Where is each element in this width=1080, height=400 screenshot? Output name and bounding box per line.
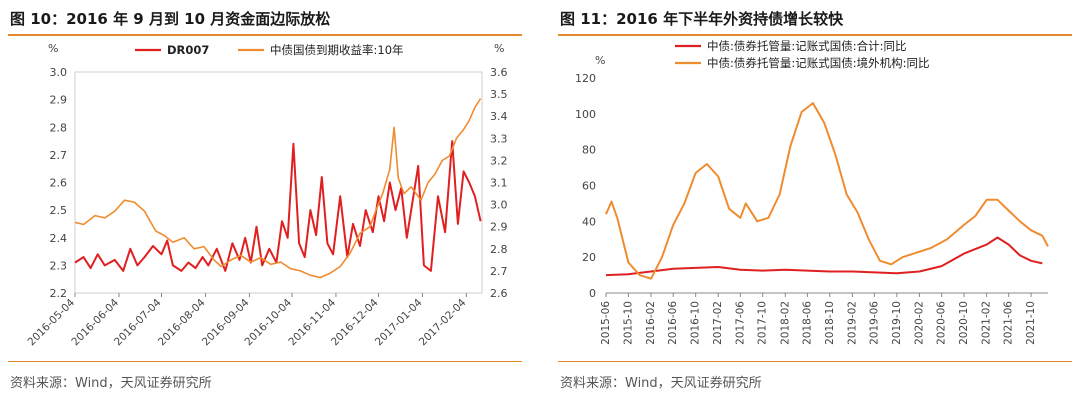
y-tick-label: 60: [582, 180, 596, 193]
bond-yield-10y-line: [74, 98, 482, 279]
left-figure-panel: 图 10：2016 年 9 月到 10 月资金面边际放松 %% 2.2 2.3 2.4…: [0, 0, 530, 400]
right-y-tick-label: 2.7: [490, 265, 508, 278]
left-y-tick-label: 2.3: [50, 259, 68, 272]
left-title-rule: [8, 34, 522, 36]
x-tick-label: 2021-06: [1003, 301, 1015, 345]
right-y-tick-label: 2.9: [490, 221, 508, 234]
x-tick-label: 2018-10: [824, 301, 836, 345]
right-y-tick-label: 3.2: [490, 154, 508, 167]
y-tick-label: 100: [575, 108, 596, 121]
left-y-tick-label: 2.5: [50, 204, 68, 217]
right-y-tick-label: 3.6: [490, 66, 508, 79]
x-tick-label: 2016-02: [645, 301, 657, 345]
y-tick-label: 40: [582, 215, 596, 228]
x-tick-label: 2020-10: [958, 301, 970, 345]
plot-frame: [74, 71, 483, 294]
x-tick-label: 2021-10: [1025, 301, 1037, 345]
right-chart: % 0 20 40 60 80 100 120 2015-06 2015-10 2016-02 201…: [575, 39, 1049, 345]
left-y-tick-label: 2.7: [50, 149, 68, 162]
right-figure-title: 图 11：2016 年下半年外资持债增长较快: [560, 10, 844, 28]
y-tick-label: 120: [575, 72, 596, 85]
legend-label: 中债:债券托管量:记账式国债:境外机构:同比: [707, 56, 930, 70]
left-chart: % % 2.2 2.3 2.4 2.5 2.6 2.7 2.8 2.9 3.0 2.6 2.7 2.8 2.…: [25, 42, 508, 348]
x-tick-label: 2017-02: [712, 301, 724, 345]
right-source-note: 资料来源：Wind，天风证券研究所: [560, 376, 762, 391]
x-tick-label: 2016-10: [690, 301, 702, 345]
x-tick-label: 2021-02: [981, 301, 993, 345]
left-y-tick-label: 2.8: [50, 121, 68, 134]
right-axis-unit: %: [494, 42, 504, 55]
right-y-tick-label: 2.6: [490, 287, 508, 300]
y-tick-label: 0: [589, 287, 596, 300]
x-tick-label: 2015-10: [622, 301, 634, 345]
right-figure-panel: 图 11：2016 年下半年外资持债增长较快 % 0 20 40 60 80 100 120 2…: [550, 0, 1080, 400]
left-source-note: 资料来源：Wind，天风证券研究所: [10, 376, 212, 391]
y-tick-label: 80: [582, 144, 596, 157]
x-tick-label: 2017-06: [734, 301, 746, 345]
x-tick-label: 2019-06: [868, 301, 880, 345]
foreign-treasury-yoy-line: [605, 102, 1049, 280]
left-source-rule: [8, 361, 522, 362]
legend-label: DR007: [167, 43, 209, 57]
left-y-tick-label: 3.0: [50, 66, 68, 79]
x-tick-label: 2015-06: [600, 301, 612, 345]
right-title-rule: [558, 34, 1072, 36]
y-tick-label: 20: [582, 251, 596, 264]
right-y-tick-label: 3.4: [490, 110, 508, 123]
left-y-tick-label: 2.2: [50, 287, 68, 300]
dr007-line: [74, 140, 482, 272]
right-y-tick-label: 2.8: [490, 243, 508, 256]
legend-label: 中债:债券托管量:记账式国债:合计:同比: [707, 39, 907, 53]
left-figure-title: 图 10：2016 年 9 月到 10 月资金面边际放松: [10, 10, 331, 28]
x-tick-label: 2019-10: [891, 301, 903, 345]
right-y-tick-label: 3.5: [490, 88, 508, 101]
x-tick-label: 2020-06: [936, 301, 948, 345]
right-y-tick-label: 3.1: [490, 177, 508, 190]
x-tick-label: 2018-02: [779, 301, 791, 345]
left-y-tick-label: 2.6: [50, 177, 68, 190]
total-treasury-yoy-line: [605, 236, 1043, 277]
x-tick-label: 2019-02: [846, 301, 858, 345]
x-tick-label: 2017-10: [757, 301, 769, 345]
x-tick-label: 2017-02-04: [417, 296, 469, 348]
right-y-tick-label: 3.0: [490, 199, 508, 212]
left-axis-unit: %: [48, 42, 58, 55]
left-y-tick-label: 2.4: [50, 232, 68, 245]
right-source-rule: [558, 361, 1072, 362]
x-tick-label: 2018-06: [801, 301, 813, 345]
y-axis-unit: %: [595, 54, 605, 67]
left-y-tick-label: 2.9: [50, 94, 68, 107]
x-tick-label: 2016-06: [667, 301, 679, 345]
x-tick-label: 2020-02: [913, 301, 925, 345]
legend-label: 中债国债到期收益率:10年: [270, 43, 404, 57]
right-y-tick-label: 3.3: [490, 132, 508, 145]
